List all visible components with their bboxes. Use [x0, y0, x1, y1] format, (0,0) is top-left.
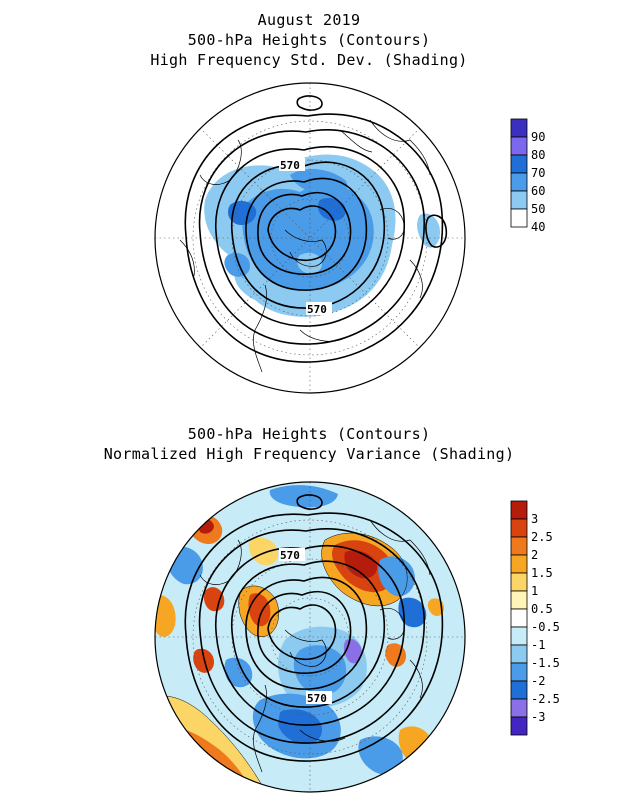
map2-title-line2: Normalized High Frequency Variance (Shad…	[103, 445, 515, 463]
map2-colorbar-swatch-12	[510, 716, 528, 736]
map1-polar-map: 570 570	[154, 82, 466, 394]
map2-colorbar-label-1: 2.5	[531, 530, 553, 544]
map2-contour-label-2: 570	[307, 692, 327, 705]
map2-colorbar-label-4: 1	[531, 584, 538, 598]
map1-contour-label-1: 570	[280, 159, 300, 172]
map2-title-line1: 500-hPa Heights (Contours)	[187, 425, 431, 443]
map2-colorbar-swatch-11	[510, 698, 528, 718]
map2-title: 500-hPa Heights (Contours) Normalized Hi…	[0, 424, 618, 464]
map2-polar-map: 570 570	[154, 481, 466, 793]
map2-colorbar-label-11: -3	[531, 710, 545, 724]
map2-colorbar-label-7: -1	[531, 638, 545, 652]
map2-border	[154, 481, 466, 793]
map1-colorbar-label-1: 80	[531, 148, 545, 162]
map1-colorbar-swatch-0	[510, 118, 528, 138]
map2-colorbar-label-8: -1.5	[531, 656, 560, 670]
map2-colorbar-swatch-7	[510, 626, 528, 646]
map1-title-line2: 500-hPa Heights (Contours)	[187, 31, 431, 49]
map1-colorbar-swatch-3	[510, 172, 528, 192]
map1-title: August 2019 500-hPa Heights (Contours) H…	[0, 10, 618, 70]
map1-border	[154, 82, 466, 394]
map1-colorbar-label-5: 40	[531, 220, 545, 234]
map1-colorbar-label-3: 60	[531, 184, 545, 198]
map1-shading	[155, 83, 465, 393]
map2-colorbar-swatch-3	[510, 554, 528, 574]
map2-colorbar: 3 2.5 2 1.5 1 0.5 -0.5 -1 -1.5 -2 -2.5 -3	[510, 500, 560, 736]
map2-colorbar-label-5: 0.5	[531, 602, 553, 616]
map1-colorbar: 90 80 70 60 50 40	[510, 118, 545, 234]
map1-colorbar-label-4: 50	[531, 202, 545, 216]
map2-colorbar-label-2: 2	[531, 548, 538, 562]
map2-colorbar-label-6: -0.5	[531, 620, 560, 634]
map1-colorbar-swatch-5	[510, 208, 528, 228]
map1-title-line1: August 2019	[257, 11, 361, 29]
map1-contour-label-2: 570	[307, 303, 327, 316]
map2-colorbar-swatch-9	[510, 662, 528, 682]
map1-colorbar-label-0: 90	[531, 130, 545, 144]
map2-colorbar-swatch-1	[510, 518, 528, 538]
map1-title-line3: High Frequency Std. Dev. (Shading)	[150, 51, 468, 69]
map1-colorbar-label-2: 70	[531, 166, 545, 180]
map2-colorbar-label-0: 3	[531, 512, 538, 526]
map2-colorbar-swatch-6	[510, 608, 528, 628]
map2-colorbar-label-10: -2.5	[531, 692, 560, 706]
map2-colorbar-label-9: -2	[531, 674, 545, 688]
map2-contour-label-1: 570	[280, 549, 300, 562]
map2-colorbar-swatch-10	[510, 680, 528, 700]
map1-colorbar-swatch-1	[510, 136, 528, 156]
map1-colorbar-swatch-2	[510, 154, 528, 174]
map2-colorbar-label-3: 1.5	[531, 566, 553, 580]
map2-colorbar-swatch-4	[510, 572, 528, 592]
map2-colorbar-swatch-5	[510, 590, 528, 610]
map2-colorbar-swatch-0	[510, 500, 528, 520]
map2-colorbar-swatch-8	[510, 644, 528, 664]
map2-colorbar-swatch-2	[510, 536, 528, 556]
map1-colorbar-swatch-4	[510, 190, 528, 210]
